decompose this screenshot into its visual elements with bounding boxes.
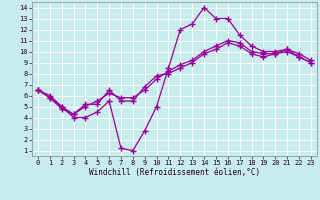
X-axis label: Windchill (Refroidissement éolien,°C): Windchill (Refroidissement éolien,°C) (89, 168, 260, 177)
